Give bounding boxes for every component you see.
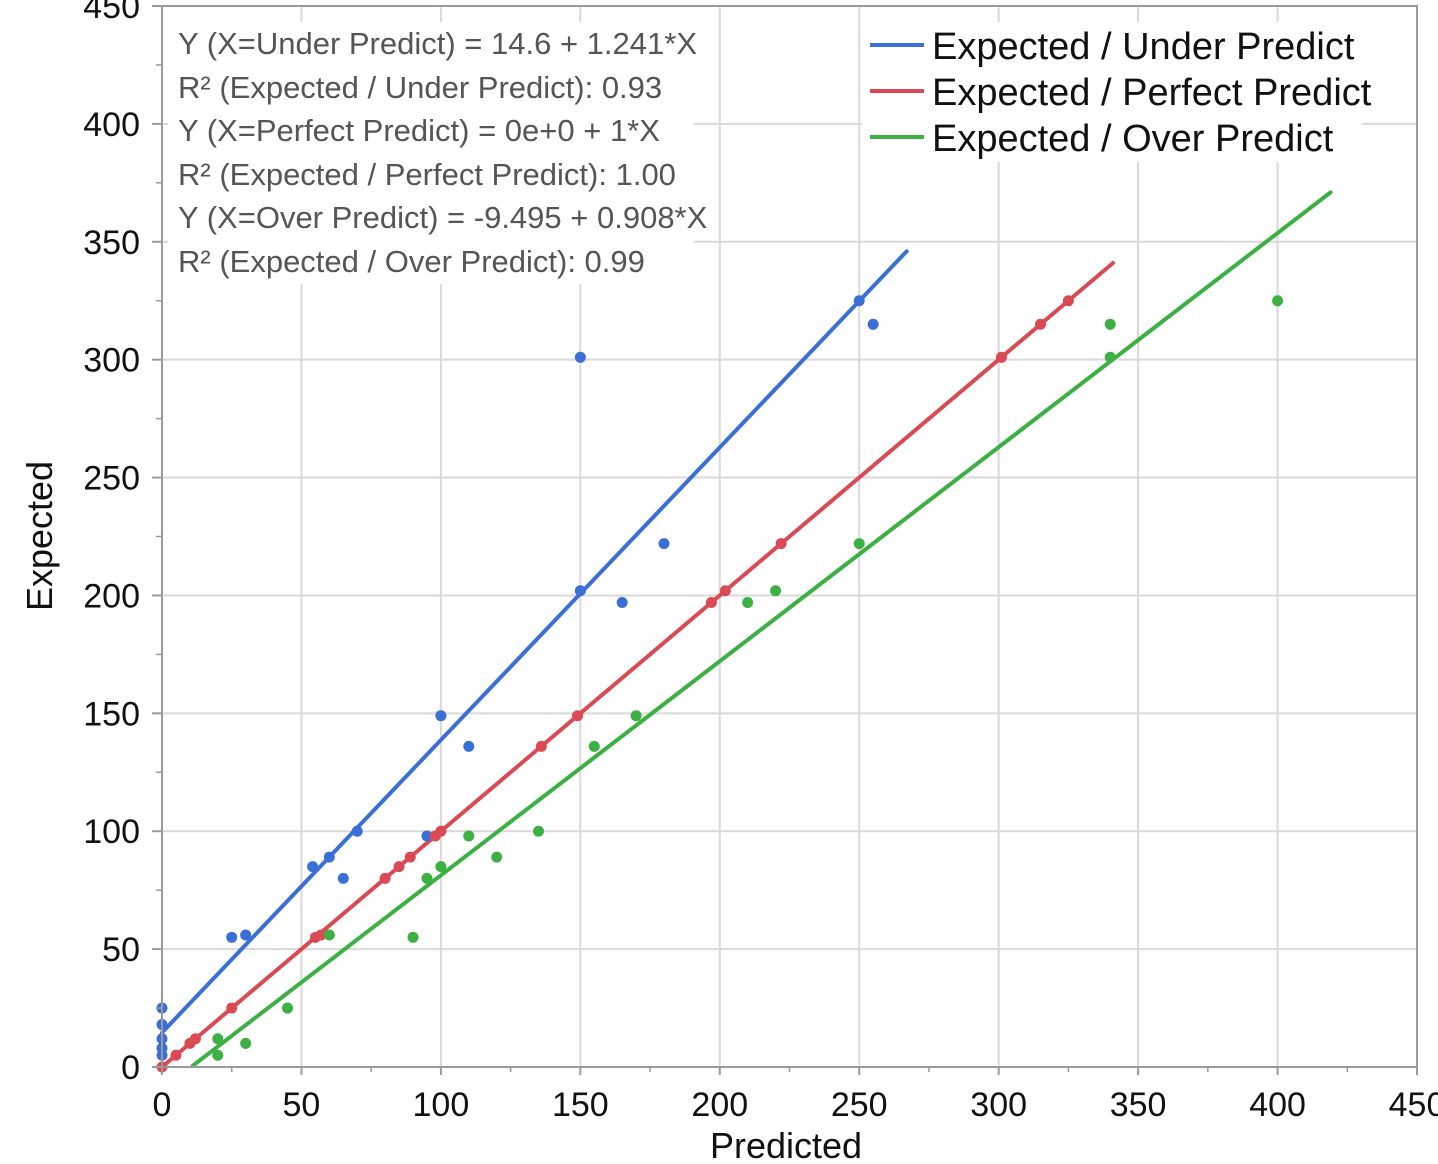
data-point-series-2 — [282, 1002, 293, 1014]
data-point-series-1 — [1062, 295, 1074, 307]
annotation-line: Y (X=Over Predict) = -9.495 + 0.908*X — [178, 200, 708, 235]
x-tick-label: 300 — [970, 1086, 1027, 1124]
y-tick-label: 350 — [83, 224, 140, 262]
legend: Expected / Under Predict Expected / Perf… — [862, 22, 1372, 162]
data-point-series-1 — [379, 872, 391, 884]
data-point-series-0 — [463, 740, 475, 752]
annotation-line: Y (X=Under Predict) = 14.6 + 1.241*X — [178, 26, 697, 61]
data-point-series-0 — [323, 851, 335, 863]
annotation-line: R² (Expected / Under Predict): 0.93 — [178, 70, 662, 105]
annotation-line: R² (Expected / Perfect Predict): 1.00 — [178, 157, 676, 192]
data-point-series-2 — [630, 710, 642, 722]
data-point-series-1 — [435, 825, 447, 837]
data-point-series-0 — [658, 538, 670, 550]
data-point-series-0 — [574, 351, 586, 363]
data-point-series-1 — [393, 861, 405, 873]
fit-line-series-2 — [190, 190, 1333, 1068]
y-axis-title: Expected — [19, 461, 60, 611]
x-tick-label: 100 — [413, 1086, 470, 1124]
y-tick-label: 100 — [83, 813, 140, 851]
data-point-series-0 — [351, 825, 363, 837]
x-tick-label: 400 — [1249, 1086, 1306, 1124]
x-tick-label: 0 — [153, 1086, 172, 1124]
data-point-series-2 — [240, 1037, 252, 1049]
data-points — [156, 295, 1284, 1073]
data-point-series-1 — [535, 740, 547, 752]
legend-label-under: Expected / Under Predict — [932, 26, 1355, 68]
axis-ticks: 0 50 100 150 200 250 300 350 400 450 0 50 100 150 200 2… — [83, 0, 1438, 1124]
data-point-series-2 — [742, 597, 754, 609]
data-point-series-2 — [421, 872, 433, 884]
data-point-series-2 — [1272, 295, 1284, 307]
data-point-series-0 — [574, 585, 586, 597]
data-point-series-1 — [719, 585, 731, 597]
data-point-series-1 — [1035, 318, 1046, 330]
data-point-series-0 — [337, 872, 349, 884]
y-tick-label: 300 — [83, 342, 140, 380]
data-point-series-0 — [226, 931, 238, 943]
fit-annotations: Y (X=Under Predict) = 14.6 + 1.241*X R² … — [168, 22, 708, 284]
data-point-series-0 — [240, 929, 252, 941]
data-point-series-1 — [572, 710, 584, 722]
data-point-series-2 — [853, 538, 865, 550]
x-axis-title: Predicted — [710, 1125, 862, 1164]
legend-label-perfect: Expected / Perfect Predict — [932, 72, 1372, 114]
data-point-series-1 — [170, 1049, 182, 1061]
y-tick-label: 0 — [121, 1049, 140, 1087]
data-point-series-2 — [212, 1049, 224, 1061]
data-point-series-1 — [705, 597, 717, 609]
data-point-series-2 — [588, 740, 600, 752]
data-point-series-1 — [404, 851, 416, 863]
data-point-series-2 — [435, 861, 447, 873]
annotation-background — [168, 22, 694, 284]
data-point-series-2 — [1104, 351, 1116, 363]
x-tick-label: 250 — [831, 1086, 888, 1124]
y-tick-label: 50 — [102, 931, 140, 969]
data-point-series-1 — [995, 351, 1007, 363]
legend-background — [862, 22, 1362, 162]
y-tick-label: 250 — [83, 460, 140, 498]
data-point-series-0 — [853, 295, 865, 307]
legend-label-over: Expected / Over Predict — [932, 118, 1334, 160]
annotation-line: Y (X=Perfect Predict) = 0e+0 + 1*X — [178, 113, 660, 148]
y-tick-label: 200 — [83, 577, 140, 615]
x-tick-label: 450 — [1389, 1086, 1438, 1124]
x-tick-label: 350 — [1110, 1086, 1167, 1124]
data-point-series-2 — [463, 830, 475, 842]
data-point-series-1 — [315, 929, 327, 941]
data-point-series-1 — [775, 538, 787, 550]
y-tick-label: 150 — [83, 695, 140, 733]
data-point-series-2 — [1104, 318, 1116, 330]
y-tick-label: 400 — [83, 106, 140, 144]
data-point-series-2 — [491, 851, 503, 863]
x-tick-label: 200 — [691, 1086, 748, 1124]
x-tick-label: 150 — [552, 1086, 609, 1124]
data-point-series-2 — [212, 1033, 224, 1045]
data-point-series-2 — [407, 931, 419, 943]
fit-line-series-0 — [160, 249, 909, 1035]
data-point-series-0 — [307, 861, 319, 873]
annotation-line: R² (Expected / Over Predict): 0.99 — [178, 244, 645, 279]
data-point-series-0 — [435, 710, 447, 722]
data-point-series-0 — [616, 597, 628, 609]
data-point-series-1 — [226, 1002, 238, 1014]
data-point-series-0 — [421, 830, 433, 842]
data-point-series-2 — [770, 585, 782, 597]
data-point-series-2 — [533, 825, 544, 837]
data-point-series-2 — [323, 929, 335, 941]
data-point-series-1 — [189, 1033, 201, 1045]
y-tick-label: 450 — [83, 0, 140, 26]
x-tick-label: 50 — [283, 1086, 321, 1124]
data-point-series-0 — [867, 318, 879, 330]
